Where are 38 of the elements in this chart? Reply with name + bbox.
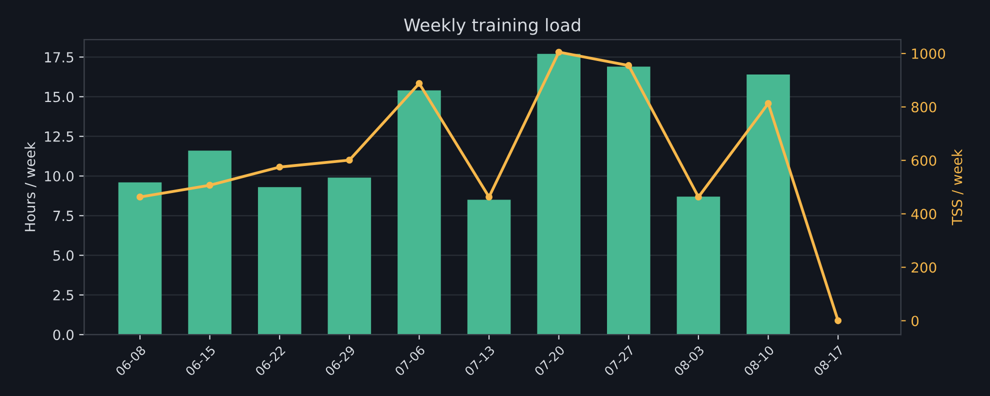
y-tick-label: 15.0 bbox=[45, 92, 74, 102]
y-tick-label: 5.0 bbox=[53, 250, 74, 261]
y-tick-label: 12.5 bbox=[45, 131, 74, 142]
y2-tick-label: 0 bbox=[912, 316, 919, 326]
bar bbox=[328, 178, 372, 335]
y-tick-label: 7.5 bbox=[53, 210, 74, 222]
y-tick-label: 10.0 bbox=[45, 170, 74, 182]
point bbox=[206, 182, 214, 189]
y2-tick-label: 400 bbox=[911, 208, 936, 220]
chart-title: Weekly training load bbox=[404, 18, 580, 35]
point bbox=[346, 156, 353, 164]
y2-tick-label: 200 bbox=[912, 262, 936, 273]
bar bbox=[118, 182, 162, 335]
bar bbox=[258, 187, 302, 335]
point bbox=[764, 100, 772, 107]
point bbox=[486, 194, 493, 200]
y-tick-label: 17.5 bbox=[45, 52, 74, 63]
bar bbox=[676, 196, 720, 335]
y2-tick-label: 1000 bbox=[912, 48, 946, 59]
bar bbox=[537, 54, 580, 335]
y2-tick-label: 600 bbox=[912, 155, 936, 166]
point bbox=[834, 317, 842, 324]
point bbox=[276, 164, 284, 171]
bar bbox=[746, 74, 790, 335]
y-tick-label: 2.5 bbox=[53, 290, 74, 300]
y2-tick-label: 800 bbox=[912, 102, 936, 112]
bar bbox=[607, 66, 650, 335]
y2-axis-title: TSS / week bbox=[952, 149, 964, 226]
point bbox=[416, 80, 423, 87]
bar bbox=[188, 150, 232, 335]
y-axis-title: Hours / week bbox=[24, 142, 36, 232]
point bbox=[625, 62, 632, 69]
bar bbox=[467, 200, 511, 335]
bar bbox=[398, 90, 441, 335]
point bbox=[555, 48, 562, 56]
point bbox=[136, 194, 144, 200]
point bbox=[694, 194, 702, 200]
y-tick-label: 0.0 bbox=[53, 330, 74, 340]
